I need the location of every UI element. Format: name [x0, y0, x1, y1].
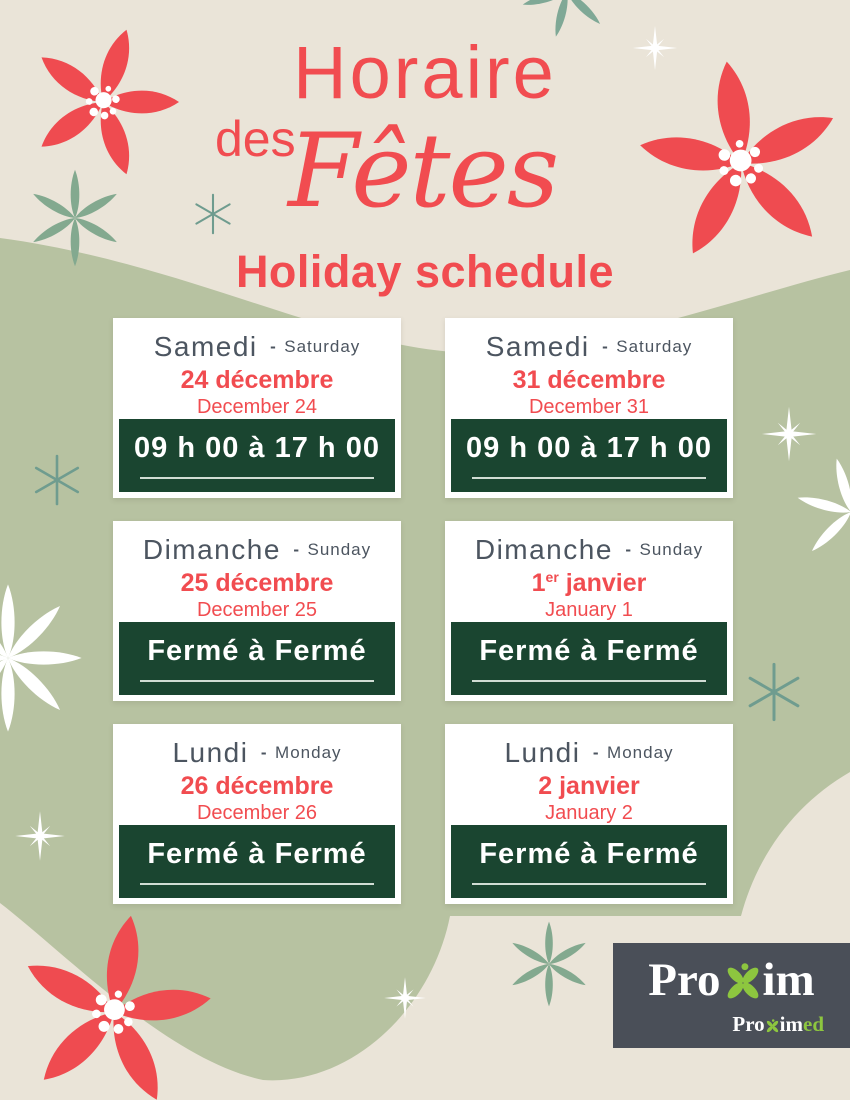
day-line: Lundi - Monday — [445, 737, 733, 769]
date-fr-tail: janvier — [558, 569, 647, 597]
hours-underline — [471, 477, 707, 479]
date-french: 31 décembre — [445, 366, 733, 395]
title-fetes: Fêtes — [288, 112, 559, 231]
hours-underline — [139, 883, 375, 885]
day-name-en: Sunday — [307, 540, 372, 559]
day-line: Dimanche - Sunday — [445, 534, 733, 566]
hours-text: Fermé à Fermé — [479, 838, 699, 870]
hours-banner: Fermé à Fermé — [451, 825, 727, 898]
hours-underline — [139, 477, 375, 479]
date-english: January 2 — [545, 802, 633, 824]
schedule-grid: Samedi - Saturday 24 décembre December 2… — [113, 318, 733, 904]
day-name-fr: Dimanche — [474, 534, 613, 565]
date-fr-superscript: er — [545, 569, 559, 585]
sublogo-text-im: im — [779, 1012, 803, 1036]
date-fr-main: 31 décembre — [512, 366, 666, 394]
day-separator: - — [592, 743, 599, 762]
date-french: 26 décembre — [113, 772, 401, 801]
day-name-en: Sunday — [639, 540, 704, 559]
proxim-logo-box: Pro im Pro im ed — [613, 943, 850, 1048]
day-separator: - — [260, 743, 267, 762]
date-french: 25 décembre — [113, 569, 401, 598]
leaf-x-icon — [765, 1018, 779, 1033]
date-fr-main: 24 décembre — [180, 366, 334, 394]
hours-underline — [471, 883, 707, 885]
date-fr-main: 26 décembre — [180, 772, 334, 800]
date-french: 2 janvier — [445, 772, 733, 801]
date-english: December 26 — [196, 802, 318, 824]
day-line: Samedi - Saturday — [445, 331, 733, 363]
date-fr-main: 1 — [531, 569, 546, 597]
hours-banner: Fermé à Fermé — [119, 825, 395, 898]
date-english: December 24 — [196, 396, 318, 418]
day-name-fr: Dimanche — [142, 534, 281, 565]
date-french: 1er janvier — [445, 569, 733, 598]
hours-text: 09 h 00 à 17 h 00 — [466, 432, 712, 464]
logo-text-pro: Pro — [648, 954, 721, 1006]
title-holiday-schedule: Holiday schedule — [235, 246, 615, 297]
day-name-fr: Lundi — [172, 737, 249, 768]
hours-text: 09 h 00 à 17 h 00 — [134, 432, 380, 464]
proxim-logo: Pro im — [613, 953, 850, 1007]
hours-banner: Fermé à Fermé — [451, 622, 727, 695]
day-separator: - — [625, 540, 632, 559]
schedule-card-dec26: Lundi - Monday 26 décembre December 26 F… — [113, 724, 401, 904]
schedule-card-dec24: Samedi - Saturday 24 décembre December 2… — [113, 318, 401, 498]
date-english: January 1 — [545, 599, 633, 621]
day-separator: - — [602, 337, 608, 356]
day-name-fr: Samedi — [153, 331, 258, 362]
day-separator: - — [270, 337, 276, 356]
day-name-en: Saturday — [616, 337, 693, 356]
proximed-logo: Pro im ed — [732, 1012, 824, 1037]
hours-text: Fermé à Fermé — [147, 635, 367, 667]
day-line: Lundi - Monday — [113, 737, 401, 769]
day-name-en: Monday — [275, 743, 342, 762]
sublogo-text-pro: Pro — [732, 1012, 765, 1036]
hours-banner: Fermé à Fermé — [119, 622, 395, 695]
date-french: 24 décembre — [113, 366, 401, 395]
hours-underline — [139, 680, 375, 682]
schedule-card-jan2: Lundi - Monday 2 janvier January 2 Fermé… — [445, 724, 733, 904]
hours-banner: 09 h 00 à 17 h 00 — [451, 419, 727, 492]
hours-banner: 09 h 00 à 17 h 00 — [119, 419, 395, 492]
title-horaire: Horaire — [293, 31, 557, 114]
hours-underline — [471, 680, 707, 682]
schedule-card-jan1: Dimanche - Sunday 1er janvier January 1 … — [445, 521, 733, 701]
date-fr-main: 25 décembre — [180, 569, 334, 597]
schedule-card-dec25: Dimanche - Sunday 25 décembre December 2… — [113, 521, 401, 701]
sublogo-text-ed: ed — [803, 1012, 824, 1036]
day-separator: - — [293, 540, 300, 559]
date-english: December 25 — [196, 599, 318, 621]
logo-text-im: im — [762, 954, 815, 1006]
day-name-fr: Lundi — [504, 737, 581, 768]
day-line: Samedi - Saturday — [113, 331, 401, 363]
day-name-en: Saturday — [284, 337, 361, 356]
hours-text: Fermé à Fermé — [147, 838, 367, 870]
schedule-card-dec31: Samedi - Saturday 31 décembre December 3… — [445, 318, 733, 498]
date-english: December 31 — [528, 396, 650, 418]
title-des: des — [215, 111, 296, 167]
hours-text: Fermé à Fermé — [479, 635, 699, 667]
day-name-fr: Samedi — [485, 331, 590, 362]
day-line: Dimanche - Sunday — [113, 534, 401, 566]
leaf-x-icon — [724, 963, 761, 1001]
date-fr-main: 2 janvier — [538, 772, 640, 800]
day-name-en: Monday — [607, 743, 674, 762]
